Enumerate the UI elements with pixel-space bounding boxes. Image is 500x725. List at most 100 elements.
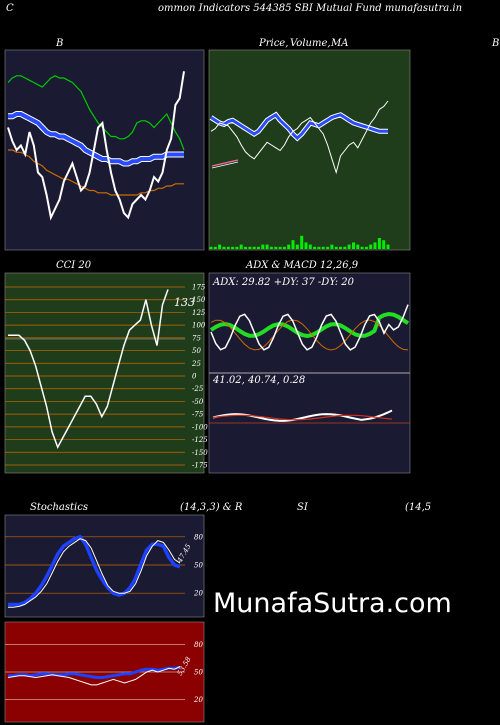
cci-level-label: 25 [191,360,201,368]
stoch-title-b: (14,3,3) & R [180,502,243,513]
volume-bar [278,246,282,249]
volume-bar [343,246,347,249]
volume-bar [300,235,304,249]
stoch-title-c: SI [297,502,308,513]
price-series-0-line [210,112,388,141]
cci-level-label: -75 [192,411,204,419]
volume-bar [304,242,308,249]
stochastics-series-0-line [8,534,181,607]
cci-last-value: 133 [174,296,195,309]
bollinger-series-0-line [7,75,185,151]
volume-bar [291,240,295,249]
volume-bar [226,246,230,249]
volume-bar [377,238,381,249]
cci-level-label: -100 [192,423,208,431]
cci-level-label: -150 [192,449,208,457]
cci-level-label: -25 [192,385,204,393]
price-edge-letter: B [492,38,500,49]
macd-line-0 [212,409,393,422]
volume-bar [364,246,368,249]
cci-level-label: 75 [192,334,201,342]
volume-bar [218,244,222,249]
volume-bar [261,244,265,249]
bollinger-panel-bg [5,50,204,250]
volume-bar [265,244,269,249]
price-series-1-line [210,100,389,175]
price-short-ma-line-2 [211,161,239,169]
rsi-level-label: 80 [194,641,203,649]
cci-level-label: 0 [192,373,197,381]
cci-title: CCI 20 [56,260,92,271]
price-title-c: MA [331,38,349,49]
volume-bar [257,246,260,249]
volume-bar [295,244,299,249]
price-short-ma-line [211,159,239,167]
volume-bar [231,246,235,249]
rsi-level-label: 20 [193,696,203,704]
volume-bar [347,244,351,249]
volume-bar [222,246,226,249]
volume-bar [209,246,213,249]
cci-level-label: -50 [192,398,204,406]
cci-level-label: -175 [192,462,208,470]
rsi-level-label: 50 [194,669,203,677]
price-title-b: Volume, [290,38,331,49]
volume-bar [282,246,286,249]
stoch-title-d: (14,5 [405,502,432,513]
stoch-level-label: 20 [193,590,203,598]
volume-bar [213,246,217,249]
cci-level-label: -125 [192,436,208,444]
stoch-level-label: 80 [194,533,203,541]
volume-bar [339,246,342,249]
volume-bar [326,246,330,249]
cci-level-label: 175 [192,284,206,292]
price-title-a: Price, [259,38,289,49]
volume-bar [356,244,360,249]
volume-bar [330,244,334,249]
stochastics-series-1-line [8,538,181,608]
volume-bar [352,242,355,249]
volume-bar [369,244,373,249]
cci-level-label: 125 [192,309,206,317]
rsi-series-1-line [7,666,181,686]
volume-bar [382,240,386,249]
cci-level-label: 150 [192,296,206,304]
adx-line-0 [209,311,410,339]
volume-bar [235,246,239,249]
adx-values: ADX: 29.82 +DY: 37 -DY: 20 [213,277,354,288]
cci-level-label: 50 [192,347,201,355]
volume-bar [274,246,278,249]
volume-bar [244,246,247,249]
volume-bar [317,246,321,249]
stoch-panel-bg [5,515,204,617]
volume-bar [313,246,317,249]
cci-level-label: 100 [192,322,206,330]
header-title: ommon Indicators 544385 SBI Mutual Fund … [158,3,463,14]
adx-title: ADX & MACD 12,26,9 [246,260,359,271]
volume-bar [360,246,364,249]
cci-series-0-line [8,289,169,450]
header-left-letter: C [6,3,14,14]
adx-line-1 [210,319,409,351]
volume-bar [248,246,252,249]
volume-bar [373,242,377,249]
bollinger-series-1-line [8,112,184,166]
volume-bar [308,244,312,249]
watermark: MunafaSutra.com [213,588,452,619]
adx-line-2 [210,304,409,351]
volume-bar [334,246,338,249]
rsi-series-0-line [8,665,181,679]
volume-bar [287,244,291,249]
stoch-title-a: Stochastics [30,502,88,513]
volume-bar [252,246,256,249]
volume-bar [321,246,325,249]
bollinger-title: B [56,38,64,49]
stoch-level-label: 50 [194,562,203,570]
price-panel-bg [209,50,410,250]
volume-bar [386,244,390,249]
volume-bar [239,244,243,249]
volume-bar [269,246,273,249]
bollinger-series-3-line [7,71,185,221]
